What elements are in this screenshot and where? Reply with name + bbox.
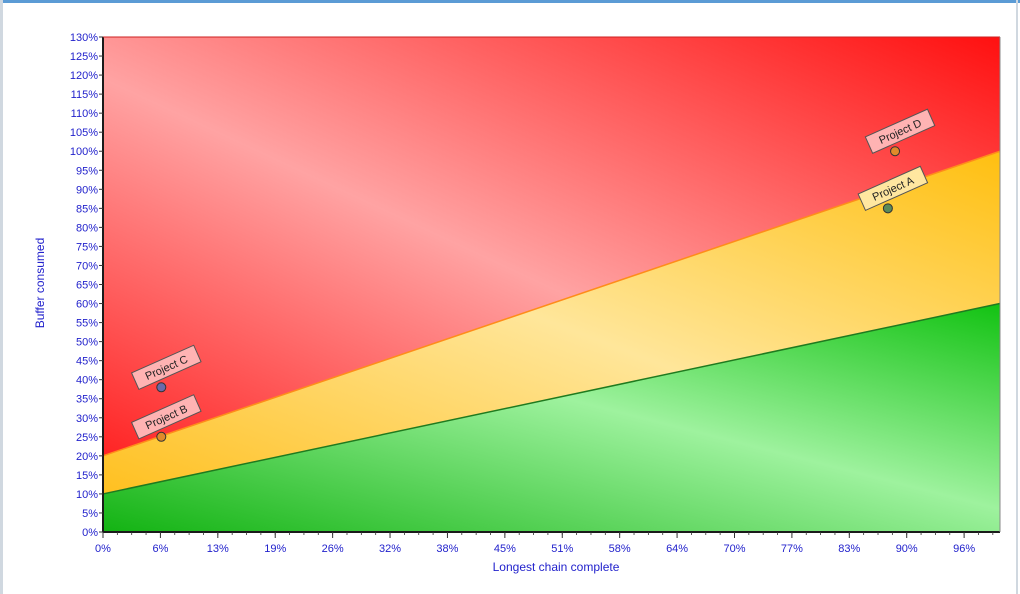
x-tick-label: 51% [551, 543, 573, 555]
y-tick-label: 80% [76, 222, 98, 234]
x-tick-label: 19% [264, 543, 286, 555]
y-tick-label: 50% [76, 337, 98, 349]
y-tick-label: 60% [76, 299, 98, 311]
x-tick-label: 58% [609, 543, 631, 555]
point-project-d [890, 146, 901, 157]
x-tick-label: 90% [896, 543, 918, 555]
y-tick-label: 115% [71, 89, 99, 101]
y-tick-label: 45% [76, 356, 98, 368]
x-tick-label: 70% [723, 543, 745, 555]
x-tick-label: 6% [152, 543, 168, 555]
green-yellow-boundary [102, 302, 1001, 495]
window-right-border [1016, 0, 1018, 594]
y-tick-label: 75% [76, 241, 98, 253]
y-tick-label: 95% [76, 165, 98, 177]
x-tick-label: 26% [322, 543, 344, 555]
y-tick-label: 30% [76, 413, 98, 425]
x-tick-label: 13% [207, 543, 229, 555]
point-project-a [882, 203, 893, 214]
x-tick-label: 38% [436, 543, 458, 555]
y-tick-label: 5% [82, 508, 98, 520]
y-tick-label: 70% [76, 260, 98, 272]
y-tick-label: 110% [71, 108, 99, 120]
y-tick-label: 125% [70, 51, 98, 63]
y-tick-label: 120% [70, 70, 98, 82]
y-tick-label: 25% [76, 432, 98, 444]
zone-green [103, 303, 1000, 532]
x-tick-label: 83% [838, 543, 860, 555]
y-tick-label: 0% [82, 527, 98, 539]
x-tick-label: 0% [95, 543, 111, 555]
x-tick-label: 45% [494, 543, 516, 555]
window-left-border [0, 0, 3, 594]
label-box [857, 165, 929, 212]
label-box [130, 344, 202, 391]
x-tick-label: 96% [953, 543, 975, 555]
y-tick-label: 15% [76, 470, 98, 482]
window-top-border [0, 0, 1020, 3]
yellow-red-boundary [102, 150, 1001, 457]
y-tick-label: 85% [76, 203, 98, 215]
y-tick-label: 105% [70, 127, 98, 139]
zone-red [103, 37, 1000, 456]
y-tick-label: 100% [70, 146, 98, 158]
x-tick-label: 64% [666, 543, 688, 555]
zone-yellow [103, 151, 1000, 494]
y-tick-label: 130% [70, 32, 98, 44]
axes-layer: 0% 5% 10% 15% 20% 25% 30% 35% 40% 45% 50% 55% 60% 65%… [70, 32, 1001, 555]
x-tick-label: 77% [781, 543, 803, 555]
y-tick-label: 35% [76, 394, 98, 406]
y-axis-title: Buffer consumed [33, 238, 47, 329]
point-project-b [156, 431, 167, 442]
y-tick-label: 55% [76, 318, 98, 330]
label-box [130, 394, 202, 440]
point-project-c [156, 382, 167, 393]
y-tick-label: 40% [76, 375, 98, 387]
y-tick-label: 10% [76, 489, 98, 501]
y-tick-label: 20% [76, 451, 98, 463]
label-box [864, 108, 936, 154]
zone-boundaries [102, 150, 1001, 495]
zone-layer [103, 37, 1000, 532]
y-tick-label: 65% [76, 280, 98, 292]
x-tick-label: 32% [379, 543, 401, 555]
y-tick-label: 90% [76, 184, 98, 196]
x-axis-title: Longest chain complete [493, 560, 620, 574]
